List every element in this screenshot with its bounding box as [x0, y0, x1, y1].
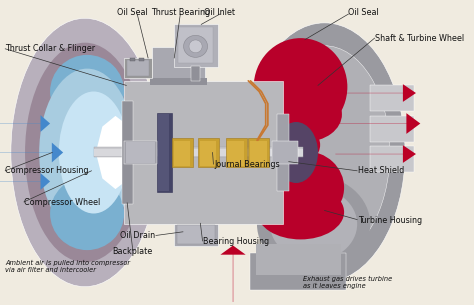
Text: Compressor Wheel: Compressor Wheel — [24, 198, 100, 207]
Bar — [94, 149, 303, 156]
Ellipse shape — [189, 40, 202, 53]
Bar — [200, 141, 217, 166]
Text: Oil Seal: Oil Seal — [348, 8, 379, 17]
FancyArrow shape — [336, 84, 416, 102]
FancyArrow shape — [220, 246, 246, 302]
Bar — [153, 47, 205, 81]
Bar — [157, 113, 172, 192]
Ellipse shape — [50, 177, 124, 250]
Bar — [172, 138, 193, 167]
FancyArrow shape — [336, 145, 416, 163]
Text: Bearing Housing: Bearing Housing — [203, 237, 270, 246]
Bar — [198, 138, 219, 167]
Text: Oil Drain: Oil Drain — [119, 231, 155, 240]
Polygon shape — [96, 116, 142, 189]
Bar — [370, 116, 414, 142]
Bar — [174, 224, 218, 246]
Ellipse shape — [266, 151, 344, 224]
Text: Exhaust gas drives turbine
as it leaves engine: Exhaust gas drives turbine as it leaves … — [303, 275, 392, 289]
Bar — [127, 60, 149, 76]
Bar — [226, 138, 246, 167]
Text: Journal Bearings: Journal Bearings — [214, 160, 280, 169]
Ellipse shape — [39, 69, 135, 236]
Bar — [122, 101, 133, 204]
Bar — [191, 66, 201, 81]
FancyArrow shape — [0, 143, 63, 162]
Bar — [248, 138, 269, 167]
Bar — [370, 85, 414, 111]
Text: Heat Shield: Heat Shield — [358, 166, 404, 175]
Text: Shaft & Turbine Wheel: Shaft & Turbine Wheel — [375, 34, 465, 43]
FancyArrow shape — [0, 173, 50, 190]
Ellipse shape — [268, 87, 342, 142]
Ellipse shape — [257, 185, 344, 239]
Bar — [150, 78, 207, 85]
Ellipse shape — [257, 175, 370, 273]
Bar — [126, 142, 155, 163]
Ellipse shape — [270, 188, 357, 261]
Text: Backplate: Backplate — [113, 247, 153, 256]
Bar — [370, 146, 414, 172]
Bar — [130, 58, 135, 61]
Text: Ambient air is pulled into compressor
via air filter and intercooler: Ambient air is pulled into compressor vi… — [5, 260, 130, 273]
Text: Compressor Housing: Compressor Housing — [5, 166, 89, 175]
Bar — [138, 58, 144, 61]
Text: Oil Inlet: Oil Inlet — [204, 8, 236, 17]
Bar — [272, 141, 298, 164]
Bar — [177, 225, 215, 244]
Bar — [94, 147, 303, 157]
Bar — [124, 141, 157, 164]
Ellipse shape — [259, 46, 390, 259]
Text: Oil Seal: Oil Seal — [118, 8, 148, 17]
Text: Turbine Housing: Turbine Housing — [358, 216, 422, 225]
Bar — [124, 81, 283, 224]
Ellipse shape — [11, 18, 159, 287]
Ellipse shape — [59, 92, 128, 214]
Text: Thrust Collar & Flinger: Thrust Collar & Flinger — [5, 44, 95, 53]
Bar — [178, 27, 213, 63]
Text: Thrust Bearing: Thrust Bearing — [151, 8, 210, 17]
FancyArrow shape — [336, 113, 420, 134]
Ellipse shape — [50, 55, 124, 128]
Bar — [256, 244, 341, 274]
Bar — [277, 114, 289, 191]
Ellipse shape — [281, 127, 320, 163]
Bar — [250, 141, 266, 166]
Bar — [174, 24, 218, 67]
Ellipse shape — [25, 43, 145, 262]
Ellipse shape — [254, 38, 347, 136]
Bar — [228, 141, 244, 166]
Ellipse shape — [274, 122, 318, 183]
FancyArrow shape — [0, 115, 50, 132]
Bar — [158, 114, 169, 191]
Ellipse shape — [183, 35, 208, 57]
Bar — [174, 141, 191, 166]
Bar — [124, 58, 153, 78]
Bar — [250, 253, 346, 290]
Ellipse shape — [244, 23, 405, 282]
